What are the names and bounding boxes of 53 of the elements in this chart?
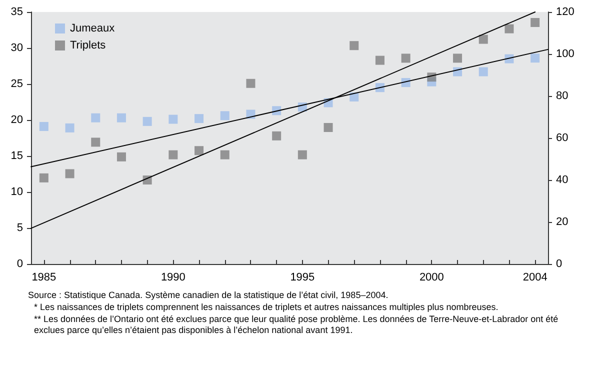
y2-tick-label: 0 <box>556 258 562 270</box>
point <box>91 113 100 122</box>
point <box>401 54 410 63</box>
point <box>504 24 514 34</box>
x-tick-label: 1990 <box>160 272 186 284</box>
point <box>116 113 126 122</box>
point <box>116 152 126 162</box>
y-tick-label: 0 <box>16 258 23 270</box>
point <box>65 123 74 132</box>
point <box>194 146 204 156</box>
point <box>530 54 540 63</box>
y-tick-label: 30 <box>10 42 23 54</box>
point <box>375 56 384 65</box>
source-note: Source : Statistique Canada. Système canadien de la statistique de l’état civil, 1985–2004. <box>28 290 390 301</box>
point <box>478 67 488 76</box>
x-tick-label: 2004 <box>522 272 548 284</box>
point <box>168 150 178 160</box>
y-tick-label: 10 <box>10 186 23 198</box>
point <box>478 34 488 44</box>
y-tick-label: 15 <box>10 150 23 162</box>
y2-tick-label: 100 <box>556 48 574 60</box>
point <box>220 111 230 120</box>
text: ** Les données de l’Ontario ont été exclues parce que leur qualité pose problème. Les données de Terre-Neuve-et-Labrador ont été exclues parce qu’elles n’étaient pas disponibles à l’échelon national avant 1991. <box>33 314 560 336</box>
point <box>324 123 333 132</box>
text: * Les naissances de triplets comprennent les naissances de triplets et autres naissances multiples plus nombreuses. <box>33 302 500 313</box>
point <box>91 138 100 147</box>
point <box>246 78 256 88</box>
x-tick-label: 2000 <box>419 272 444 284</box>
x-tick-label: 1985 <box>32 272 56 284</box>
y2-tick-label: 40 <box>556 174 568 186</box>
point <box>168 114 178 124</box>
point <box>220 150 230 160</box>
y-tick-label: 5 <box>16 222 23 234</box>
point <box>453 54 462 63</box>
point <box>530 18 540 27</box>
point <box>39 173 48 182</box>
point <box>65 169 74 178</box>
point <box>39 122 48 131</box>
y-tick-label: 35 <box>10 6 23 18</box>
y2-tick-label: 120 <box>556 6 574 18</box>
point <box>272 131 282 140</box>
y-tick-label: 25 <box>10 78 23 90</box>
x-tick-label: 1995 <box>290 272 315 284</box>
y2-tick-label: 60 <box>556 132 568 144</box>
point <box>142 116 152 126</box>
legend-label: Jumeaux <box>70 22 116 34</box>
y-tick-label: 20 <box>10 114 23 126</box>
point <box>298 150 307 160</box>
point <box>194 114 204 124</box>
point <box>350 41 359 50</box>
legend-label: Triplets <box>70 40 106 52</box>
y2-tick-label: 20 <box>556 216 568 228</box>
y2-tick-label: 80 <box>556 90 568 102</box>
